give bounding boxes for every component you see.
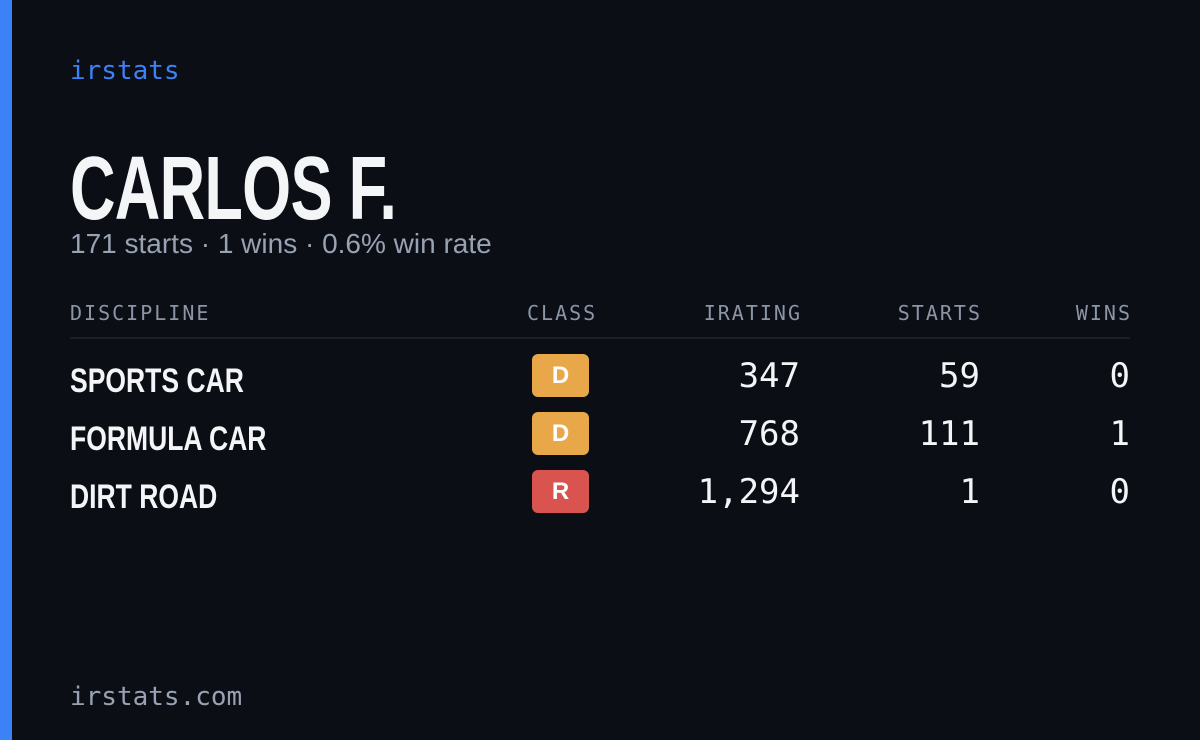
driver-summary: 171 starts · 1 wins · 0.6% win rate bbox=[70, 228, 492, 259]
irating: 768 bbox=[738, 414, 800, 454]
wins: 1 bbox=[1109, 414, 1130, 454]
column-header: WINS bbox=[1075, 301, 1132, 325]
column-header: CLASS bbox=[527, 301, 598, 325]
accent-stripe bbox=[0, 0, 12, 740]
wins: 0 bbox=[1109, 356, 1130, 396]
discipline: FORMULA CAR bbox=[70, 420, 267, 458]
driver-name: CARLOS F. bbox=[70, 139, 397, 239]
column-header: STARTS bbox=[897, 301, 982, 325]
class-badge: R bbox=[532, 470, 589, 513]
header-rule bbox=[70, 337, 1130, 339]
irating: 1,294 bbox=[697, 472, 800, 512]
irating: 347 bbox=[738, 356, 800, 396]
column-header: DISCIPLINE bbox=[70, 301, 211, 325]
starts: 59 bbox=[939, 356, 980, 396]
column-header: IRATING bbox=[703, 301, 802, 325]
class-badge: D bbox=[532, 412, 589, 455]
class-badge: D bbox=[532, 354, 589, 397]
starts: 1 bbox=[959, 472, 980, 512]
brand: irstats bbox=[70, 56, 180, 86]
footer-url: irstats.com bbox=[70, 682, 243, 712]
discipline: SPORTS CAR bbox=[70, 362, 244, 400]
wins: 0 bbox=[1109, 472, 1130, 512]
starts: 111 bbox=[918, 414, 980, 454]
discipline: DIRT ROAD bbox=[70, 478, 218, 516]
